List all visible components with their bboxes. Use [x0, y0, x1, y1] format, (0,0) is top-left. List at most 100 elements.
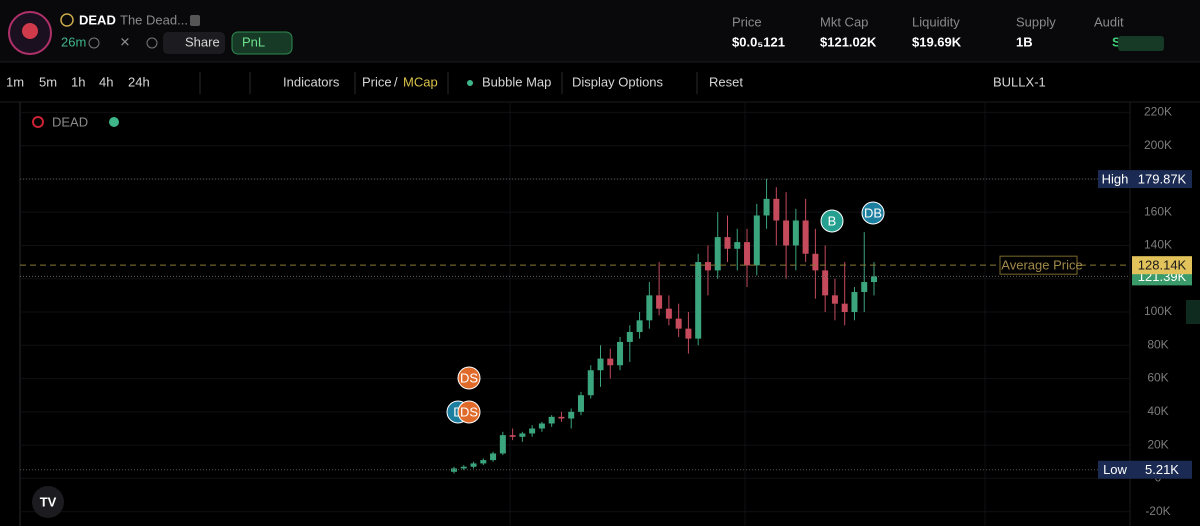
token-age: 26m — [61, 34, 86, 49]
candle-body — [734, 242, 741, 249]
globe-icon[interactable] — [146, 37, 158, 49]
interval-button[interactable]: 4h — [99, 74, 113, 89]
candle-body — [871, 276, 877, 283]
candle-body — [851, 292, 858, 312]
candle-body — [841, 303, 848, 312]
trade-marker-label: B — [828, 213, 837, 228]
mcap-button[interactable]: MCap — [403, 74, 438, 89]
trade-marker-label: DS — [460, 404, 478, 419]
stat-label: Audit — [1094, 14, 1124, 29]
candle-body — [607, 358, 614, 366]
stat-label: Liquidity — [912, 14, 960, 29]
candle-body — [646, 295, 653, 321]
tv-logo[interactable] — [32, 486, 64, 518]
price-label-bg — [1132, 460, 1192, 479]
candle-body — [704, 262, 711, 271]
candle-body — [822, 270, 829, 296]
candle-body — [831, 295, 838, 304]
candle-body — [460, 466, 467, 469]
candle-body — [548, 416, 555, 424]
candle-body — [509, 435, 516, 437]
y-tick-label: 140K — [1144, 238, 1172, 252]
trade-marker-label: DS — [460, 370, 478, 385]
pnl-button[interactable] — [231, 31, 293, 55]
bubble-icon — [467, 80, 473, 86]
stat-label: Mkt Cap — [820, 14, 868, 29]
price-name: High — [1102, 172, 1129, 187]
share-button[interactable] — [163, 32, 225, 54]
interval-button[interactable]: 1m — [6, 74, 24, 89]
stat-value: $0.0₅121 — [732, 34, 785, 49]
candle-body — [470, 463, 477, 467]
price-name-bg — [1098, 170, 1132, 189]
candle-body — [568, 411, 575, 419]
candle-body — [773, 198, 780, 221]
candle-body — [558, 416, 565, 419]
candle-body — [577, 395, 584, 412]
price-label: 179.87K — [1138, 172, 1187, 187]
separator-button[interactable]: / — [394, 74, 398, 89]
candle-body — [617, 341, 624, 366]
candle-body — [675, 318, 682, 329]
tv-logo-text: TV — [40, 494, 57, 509]
price-name-bg — [1098, 460, 1132, 479]
price-label-bg — [1132, 256, 1192, 275]
interval-button[interactable]: 1h — [71, 74, 85, 89]
bubble-map-button[interactable]: Bubble Map — [482, 74, 551, 89]
reset-button[interactable]: Reset — [709, 74, 743, 89]
trade-marker[interactable] — [861, 201, 885, 225]
candle-body — [763, 198, 770, 216]
stat-value: $19.69K — [912, 34, 962, 49]
preset-button[interactable]: BULLX-1 — [993, 74, 1046, 89]
candle-body — [744, 242, 751, 266]
audit-badge-bg — [1118, 36, 1164, 51]
trade-marker[interactable] — [820, 209, 844, 233]
trade-marker-label: DB — [864, 205, 882, 220]
stat-value: 1B — [1016, 34, 1033, 49]
candle-body — [861, 282, 868, 293]
y-tick-label: 60K — [1147, 371, 1168, 385]
y-tick-label: 80K — [1147, 337, 1168, 351]
interval-button[interactable]: 5m — [39, 74, 57, 89]
average-tag-label: Average Price — [1001, 258, 1082, 273]
candle-body — [490, 453, 497, 461]
display-options-button[interactable]: Display Options — [572, 74, 664, 89]
legend-label: DEAD — [52, 114, 88, 129]
trade-marker[interactable] — [457, 366, 481, 390]
token-icon — [60, 13, 74, 27]
y-tick-label: 220K — [1144, 104, 1172, 118]
candle-body — [685, 328, 692, 339]
average-tag — [999, 255, 1078, 275]
copy-icon[interactable] — [190, 15, 200, 26]
price-button[interactable]: Price — [362, 74, 392, 89]
token-name: The Dead... — [120, 12, 188, 27]
share-label: Share — [185, 34, 220, 49]
candle-body — [480, 460, 487, 464]
y-tick-label: 200K — [1144, 138, 1172, 152]
trade-marker[interactable] — [457, 400, 481, 424]
candle-body — [812, 253, 819, 271]
candle-body — [714, 237, 721, 271]
candle-body — [753, 215, 760, 266]
indicators-button[interactable]: Indicators — [283, 74, 340, 89]
candle-body — [802, 220, 809, 254]
skull-icon — [22, 23, 38, 39]
candle-body — [626, 331, 633, 342]
stat-value: $121.02K — [820, 34, 877, 49]
side-toggle[interactable] — [1186, 300, 1200, 324]
y-tick-label: 100K — [1144, 304, 1172, 318]
x-icon[interactable]: ✕ — [120, 34, 131, 49]
y-tick-label: 20K — [1147, 437, 1168, 451]
candle-body — [499, 435, 506, 454]
website-icon[interactable] — [88, 37, 100, 49]
candle-body — [792, 220, 799, 246]
candle-body — [529, 428, 536, 434]
stat-label: Supply — [1016, 14, 1056, 29]
legend-icon — [32, 116, 44, 128]
candle-body — [587, 370, 594, 396]
status-dot — [109, 117, 119, 127]
y-tick-label: 40K — [1147, 404, 1168, 418]
interval-button[interactable]: 24h — [128, 74, 150, 89]
candle-body — [695, 262, 702, 339]
